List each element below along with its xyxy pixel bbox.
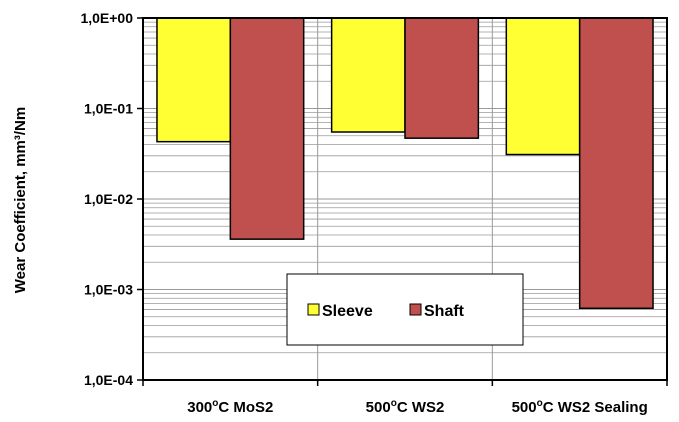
y-tick-label: 1,0E-01: [84, 101, 133, 117]
y-tick-label: 1,0E-04: [84, 372, 133, 388]
y-axis-ticks: 1,0E+00 1,0E-01 1,0E-02 1,0E-03 1,0E-04: [80, 10, 143, 388]
y-tick-label: 1,0E-03: [84, 282, 133, 298]
x-tick-label: 300oC MoS2: [187, 398, 273, 416]
legend-swatch-shaft: [409, 303, 422, 316]
bar-sleeve: [156, 17, 232, 143]
bar-shaft: [229, 17, 305, 240]
bar-shaft: [578, 17, 654, 310]
legend: Sleeve Shaft: [286, 273, 524, 346]
legend-label-shaft: Shaft: [424, 303, 465, 320]
legend-box: [286, 273, 524, 346]
x-tick-label: 500oC WS2 Sealing: [512, 398, 648, 416]
bars: [156, 17, 654, 310]
bar-sleeve: [330, 17, 406, 133]
y-tick-label: 1,0E+00: [80, 10, 133, 26]
x-tick-label: 500oC WS2: [366, 398, 445, 416]
legend-swatch-sleeve: [307, 303, 320, 316]
x-axis-ticks: 300oC MoS2 500oC WS2 500oC WS2 Sealing: [142, 380, 668, 416]
bar-shaft: [404, 17, 480, 139]
y-tick-label: 1,0E-02: [84, 191, 133, 207]
bar-sleeve: [505, 17, 581, 156]
legend-label-sleeve: Sleeve: [322, 303, 373, 320]
y-axis-label: Wear Coefficient, mm³/Nm: [12, 107, 29, 293]
